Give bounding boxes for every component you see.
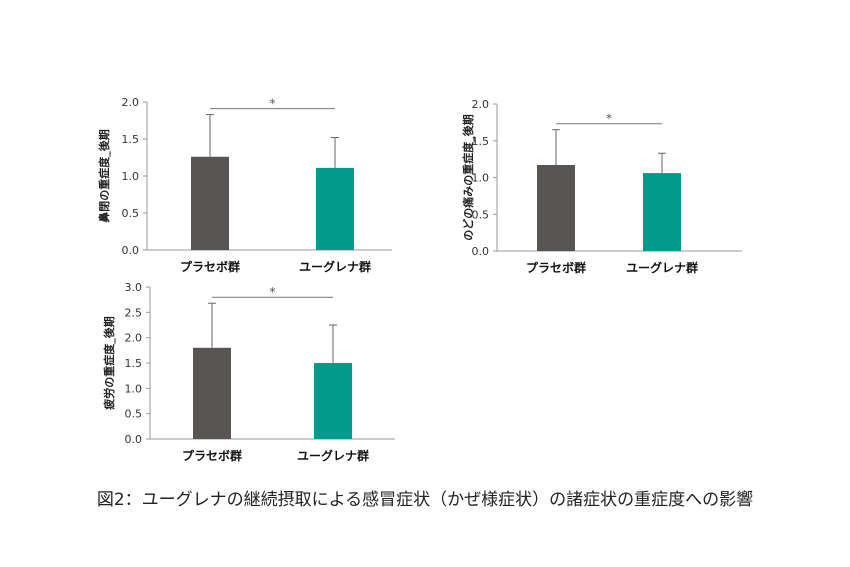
chart-2-bar-euglena xyxy=(314,363,352,439)
chart-1-bar-euglena xyxy=(643,173,681,251)
chart-0-bar-placebo xyxy=(191,156,229,250)
chart-0-y-tick-label: 1.0 xyxy=(122,170,140,183)
chart-2-y-axis-label: 疲労の重症度_後期 xyxy=(102,316,116,410)
chart-0-y-tick-label: 0.0 xyxy=(122,244,140,257)
chart-1-y-tick-label: 2.0 xyxy=(472,98,490,111)
chart-2-y-tick-label: 0.5 xyxy=(125,408,143,421)
chart-1-y-axis-label: のどの痛みの重症度_後期 xyxy=(461,114,475,241)
chart-1-significance-marker: * xyxy=(606,112,612,126)
chart-0-bar-euglena xyxy=(316,167,354,250)
chart-1-y-tick-label: 1.0 xyxy=(472,172,490,185)
chart-2-significance-marker: * xyxy=(270,285,276,299)
chart-0-significance-marker: * xyxy=(270,97,276,111)
chart-2-y-tick-label: 3.0 xyxy=(125,281,143,294)
chart-1-category-label: プラセボ群 xyxy=(526,260,586,275)
chart-2-category-label: プラセボ群 xyxy=(182,448,242,463)
chart-2-y-tick-label: 1.0 xyxy=(125,382,143,395)
chart-0-y-tick-label: 1.5 xyxy=(122,133,140,146)
chart-2-y-tick-label: 1.5 xyxy=(125,357,143,370)
chart-2-bar-placebo xyxy=(193,347,231,439)
figure-caption: 図2：ユーグレナの継続摂取による感冒症状（かぜ様症状）の諸症状の重症度への影響 xyxy=(96,490,754,510)
chart-1-y-tick-label: 1.5 xyxy=(472,135,490,148)
chart-1-y-tick-label: 0.5 xyxy=(472,208,490,221)
chart-0-y-tick-label: 0.5 xyxy=(122,207,140,220)
chart-0-y-axis-label: 鼻閉の重症度_後期 xyxy=(97,129,111,223)
chart-0-category-label: ユーグレナ群 xyxy=(299,259,371,274)
chart-0-y-tick-label: 2.0 xyxy=(122,96,140,109)
chart-1-bar-placebo xyxy=(537,165,575,251)
chart-2-y-tick-label: 2.0 xyxy=(125,332,143,345)
chart-2-y-tick-label: 2.5 xyxy=(125,306,143,319)
chart-1-y-tick-label: 0.0 xyxy=(472,245,490,258)
chart-1-category-label: ユーグレナ群 xyxy=(626,260,698,275)
chart-2-y-tick-label: 0.0 xyxy=(125,433,143,446)
chart-0-category-label: プラセボ群 xyxy=(180,259,240,274)
chart-2-category-label: ユーグレナ群 xyxy=(297,448,369,463)
